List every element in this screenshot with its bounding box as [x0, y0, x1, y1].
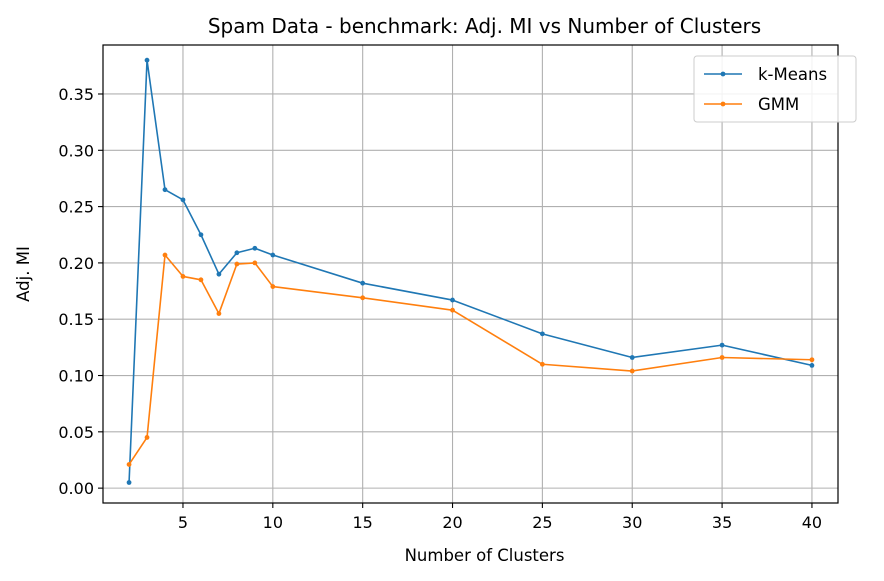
data-point [629, 368, 635, 374]
x-tick-label: 40 [802, 513, 822, 532]
x-tick-label: 5 [178, 513, 188, 532]
y-tick-label: 0.15 [58, 310, 94, 329]
data-point [144, 57, 150, 63]
series-layer [126, 57, 815, 485]
data-point [198, 232, 204, 238]
data-point [450, 307, 455, 313]
y-tick-label: 0.25 [58, 198, 94, 217]
chart-title: Spam Data - benchmark: Adj. MI vs Number… [208, 14, 761, 38]
data-point [629, 355, 635, 360]
axis-ticks: 5 10 15 20 25 30 35 40 0.00 0.05 0.10 0.15 0.20 0.25 0… [58, 85, 822, 532]
data-point [270, 284, 276, 289]
plot-frame [102, 44, 839, 504]
data-point [126, 480, 132, 485]
legend-marker [720, 71, 726, 77]
x-axis-label: Number of Clusters [405, 546, 565, 565]
data-point [539, 361, 545, 367]
data-point [162, 187, 168, 193]
data-point [234, 261, 240, 267]
data-point [198, 277, 204, 283]
data-point [216, 311, 222, 316]
legend-label: GMM [758, 95, 799, 114]
y-tick-label: 0.35 [58, 85, 94, 104]
y-tick-label: 0.10 [58, 367, 94, 386]
data-point [450, 297, 455, 303]
data-point [270, 252, 276, 258]
x-tick-label: 25 [532, 513, 552, 532]
data-point [809, 357, 815, 363]
data-point [360, 295, 366, 301]
data-point [252, 245, 258, 251]
data-point [809, 362, 815, 368]
series-gmm [126, 252, 815, 467]
y-tick-label: 0.00 [58, 479, 94, 498]
data-point [252, 260, 258, 266]
y-axis-label: Adj. MI [14, 246, 33, 302]
legend-marker [720, 101, 726, 107]
x-tick-label: 15 [352, 513, 372, 532]
data-point [719, 342, 725, 348]
data-point [180, 197, 186, 203]
x-tick-label: 20 [442, 513, 462, 532]
series-k-means [126, 57, 815, 485]
data-point [144, 435, 150, 440]
data-point [360, 280, 366, 286]
data-point [180, 274, 186, 279]
data-point [234, 250, 240, 256]
data-point [126, 462, 132, 467]
data-point [216, 271, 222, 277]
legend-box [693, 55, 857, 123]
data-point [539, 331, 545, 337]
legend-label: k-Means [758, 65, 827, 84]
y-tick-label: 0.30 [58, 141, 94, 160]
x-tick-label: 10 [263, 513, 283, 532]
data-point [719, 355, 725, 360]
data-point [162, 252, 168, 258]
y-tick-label: 0.05 [58, 423, 94, 442]
x-tick-label: 35 [712, 513, 732, 532]
x-tick-label: 30 [622, 513, 642, 532]
legend: k-Means GMM [693, 55, 857, 123]
y-tick-label: 0.20 [58, 254, 94, 273]
